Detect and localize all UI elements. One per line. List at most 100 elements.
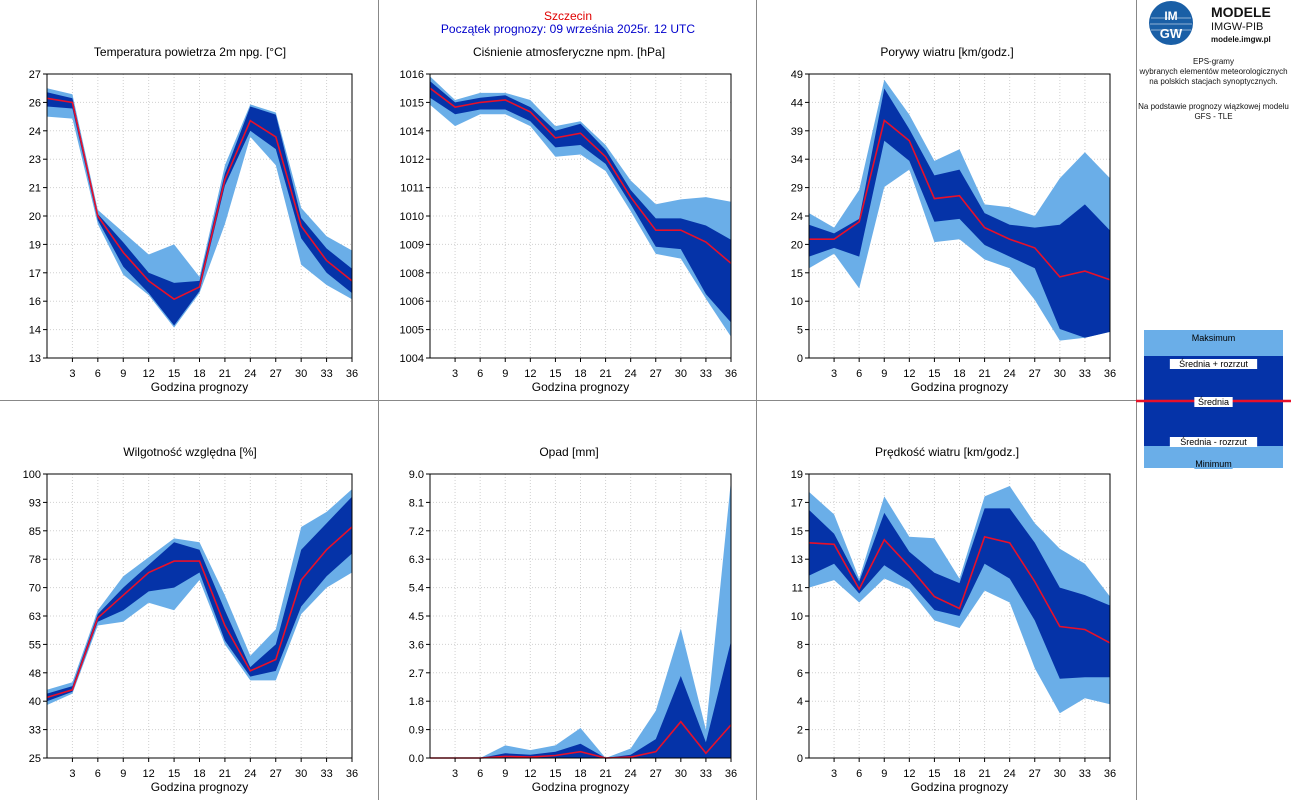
y-tick-label: 25 [29, 753, 41, 765]
logo-url[interactable]: modele.imgw.pl [1211, 35, 1271, 44]
x-tick-label: 15 [549, 368, 561, 380]
x-tick-label: 9 [502, 368, 508, 380]
y-tick-label: 1011 [400, 183, 424, 195]
y-tick-label: 1.8 [409, 696, 424, 708]
chart-panel-5: Opad [mm] 0.0 0.9 1.8 2.7 3.6 4.5 5.4 6.3 7.2 8.1 9… [409, 445, 737, 794]
min-max-band [47, 88, 352, 328]
y-tick-label: 29 [791, 183, 803, 195]
y-tick-label: 10 [791, 611, 803, 623]
x-tick-label: 27 [270, 768, 282, 780]
x-tick-label: 36 [1104, 368, 1116, 380]
x-tick-label: 6 [477, 768, 483, 780]
x-tick-label: 27 [270, 368, 282, 380]
x-tick-label: 24 [1004, 768, 1016, 780]
x-tick-label: 30 [675, 768, 687, 780]
y-tick-label: 20 [29, 211, 41, 223]
x-tick-label: 6 [856, 768, 862, 780]
x-tick-label: 12 [143, 768, 155, 780]
x-tick-label: 27 [650, 368, 662, 380]
model-note-line: GFS - TLE [1194, 112, 1233, 121]
y-tick-label: 0.9 [409, 725, 424, 737]
y-tick-label: 0 [797, 753, 803, 765]
chart-panel-1: Temperatura powietrza 2m npg. [°C] 13 14 16… [29, 45, 358, 394]
y-tick-label: 1010 [400, 211, 424, 223]
x-tick-label: 6 [856, 368, 862, 380]
y-tick-label: 1006 [400, 296, 424, 308]
y-tick-label: 21 [29, 183, 41, 195]
x-tick-label: 18 [953, 368, 965, 380]
y-tick-label: 40 [29, 696, 41, 708]
x-tick-label: 9 [881, 768, 887, 780]
x-tick-label: 3 [452, 768, 458, 780]
x-tick-label: 36 [1104, 768, 1116, 780]
description-line: wybranych elementów meteorologicznych [1139, 67, 1288, 76]
y-tick-label: 6.3 [409, 554, 424, 566]
y-tick-label: 49 [791, 69, 803, 81]
x-tick-label: 6 [95, 368, 101, 380]
x-tick-label: 3 [831, 768, 837, 780]
logo-title: MODELE [1211, 4, 1271, 20]
x-tick-label: 30 [675, 368, 687, 380]
x-tick-label: 15 [928, 768, 940, 780]
x-tick-label: 15 [168, 368, 180, 380]
y-tick-label: 39 [791, 126, 803, 138]
x-tick-label: 12 [143, 368, 155, 380]
chart-title: Temperatura powietrza 2m npg. [°C] [94, 45, 286, 59]
x-tick-label: 15 [168, 768, 180, 780]
x-tick-label: 33 [320, 768, 332, 780]
y-tick-label: 1004 [400, 353, 424, 365]
y-tick-label: 78 [29, 554, 41, 566]
x-tick-label: 24 [1004, 368, 1016, 380]
x-tick-label: 3 [69, 768, 75, 780]
y-tick-label: 10 [791, 296, 803, 308]
description-line: EPS-gramy [1193, 57, 1234, 66]
x-tick-label: 15 [549, 768, 561, 780]
x-tick-label: 36 [346, 368, 358, 380]
mean-line [429, 87, 732, 264]
spread-band [47, 92, 352, 326]
x-tick-label: 27 [1029, 368, 1041, 380]
spread-band [47, 496, 352, 702]
x-tick-label: 24 [244, 768, 256, 780]
y-tick-label: 48 [29, 668, 41, 680]
x-tick-label: 6 [95, 768, 101, 780]
x-axis-label: Godzina prognozy [151, 780, 248, 794]
x-tick-label: 24 [625, 768, 637, 780]
y-tick-label: 8.1 [409, 497, 424, 509]
charts-area: Temperatura powietrza 2m npg. [°C] 13 14 16… [23, 45, 1116, 794]
y-tick-label: 2 [797, 725, 803, 737]
x-tick-label: 12 [903, 768, 915, 780]
forecast-start: Początek prognozy: 09 września 2025r. 12… [440, 22, 696, 36]
chart-title: Wilgotność względna [%] [123, 445, 256, 459]
x-tick-label: 33 [700, 368, 712, 380]
x-tick-label: 24 [625, 368, 637, 380]
y-tick-label: 27 [29, 69, 41, 81]
chart-panel-3: Porywy wiatru [km/godz.]0510152024293439… [791, 45, 1116, 394]
y-tick-label: 20 [791, 239, 803, 251]
y-tick-label: 55 [29, 639, 41, 651]
y-tick-label: 4 [797, 696, 803, 708]
y-tick-label: 17 [791, 497, 803, 509]
x-tick-label: 21 [978, 368, 990, 380]
y-tick-label: 15 [791, 526, 803, 538]
y-tick-label: 0.0 [409, 753, 424, 765]
y-tick-label: 85 [29, 526, 41, 538]
x-axis-label: Godzina prognozy [911, 780, 1008, 794]
y-tick-label: 7.2 [409, 526, 424, 538]
x-axis-label: Godzina prognozy [532, 780, 629, 794]
x-tick-label: 18 [574, 768, 586, 780]
logo-subtitle: IMGW-PIB [1211, 21, 1264, 33]
y-tick-label: 63 [29, 611, 41, 623]
mean-line [46, 526, 353, 699]
y-tick-label: 24 [791, 211, 803, 223]
x-tick-label: 24 [244, 368, 256, 380]
x-tick-label: 27 [1029, 768, 1041, 780]
spread-band [809, 508, 1110, 679]
x-tick-label: 21 [599, 768, 611, 780]
x-tick-label: 36 [346, 768, 358, 780]
mean-line [808, 535, 1111, 644]
y-tick-label: 3.6 [409, 639, 424, 651]
y-tick-label: 100 [23, 469, 41, 481]
svg-text:GW: GW [1160, 26, 1183, 41]
x-tick-label: 3 [831, 368, 837, 380]
